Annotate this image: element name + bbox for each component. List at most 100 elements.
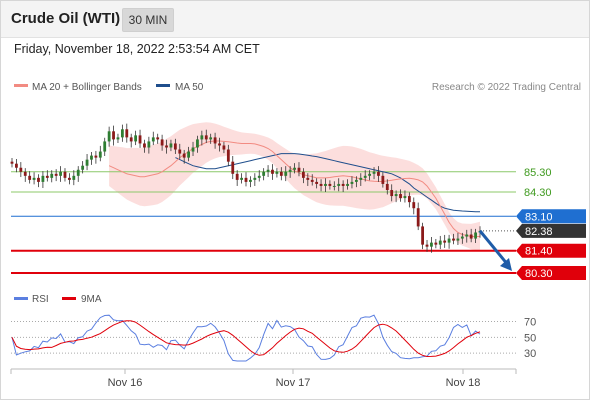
candle — [125, 123, 129, 143]
candle — [346, 179, 349, 190]
candle — [337, 178, 341, 192]
level-label-81.40: 81.40 — [525, 246, 553, 258]
rsi-ma-legend-swatch — [62, 297, 76, 300]
candle — [421, 222, 425, 250]
candle — [293, 163, 296, 174]
candle — [19, 162, 23, 178]
candle — [328, 180, 332, 190]
candle — [165, 139, 168, 154]
candle — [306, 173, 310, 186]
candle — [443, 234, 447, 248]
rsi-panel: 70 50 30 — [11, 314, 536, 362]
candle — [301, 168, 305, 184]
candle — [204, 129, 208, 144]
candle — [416, 202, 420, 231]
candle — [399, 189, 402, 202]
candle — [240, 173, 243, 184]
price-levels — [11, 171, 516, 274]
x-axis-ticks: Nov 16 Nov 17 Nov 18 — [10, 369, 517, 389]
candle — [45, 170, 49, 182]
candle — [178, 143, 182, 159]
candle — [385, 179, 389, 195]
candle — [341, 180, 345, 193]
candle — [107, 126, 111, 147]
rsi-level-label: 70 — [524, 316, 536, 328]
candle — [120, 124, 124, 142]
candle — [324, 178, 327, 193]
candle — [15, 159, 18, 173]
ma50-legend-label: MA 50 — [175, 82, 204, 93]
copyright-label: Research © 2022 Trading Central — [432, 82, 581, 93]
candle — [354, 176, 358, 188]
candle — [284, 166, 288, 182]
bollinger-band-area — [109, 122, 480, 252]
candle — [279, 167, 283, 181]
candle — [425, 239, 429, 252]
ma50-line — [175, 153, 480, 213]
candle — [54, 169, 58, 182]
candle — [196, 135, 199, 153]
bollinger-bands — [109, 122, 480, 252]
candle — [447, 234, 451, 249]
candle — [138, 129, 142, 148]
candle — [72, 170, 76, 186]
candle — [438, 235, 442, 250]
candle — [28, 171, 32, 184]
candle — [63, 168, 67, 182]
candle — [249, 176, 252, 188]
candle — [394, 190, 398, 203]
candle — [147, 136, 151, 154]
candle — [23, 168, 27, 182]
rsi-legend-swatch — [14, 297, 28, 300]
candle — [460, 232, 464, 244]
candle — [222, 141, 226, 154]
candle — [430, 236, 433, 253]
level-label-83.10: 83.10 — [525, 211, 553, 223]
candle — [231, 156, 235, 180]
x-tick-label: Nov 16 — [108, 377, 143, 389]
candle — [377, 166, 380, 182]
candle — [315, 178, 319, 189]
candle — [67, 173, 71, 185]
candle — [76, 166, 80, 182]
rsi-ma-legend-label: 9MA — [81, 294, 102, 305]
header-bar: Crude Oil (WTI) 30 MIN — [1, 1, 589, 38]
level-label-80.30: 80.30 — [525, 268, 553, 280]
candle — [288, 166, 292, 178]
candle — [94, 150, 98, 164]
candle — [469, 228, 473, 243]
candle — [253, 173, 257, 186]
candle — [200, 130, 204, 146]
candle — [151, 131, 155, 146]
candle — [359, 173, 363, 186]
candle — [112, 125, 115, 146]
candle — [271, 164, 274, 180]
candle — [350, 176, 354, 189]
level-label-82.38: 82.38 — [525, 226, 553, 238]
level-tag-80.30: 80.30 — [516, 265, 586, 280]
timeframe-button[interactable]: 30 MIN — [122, 8, 174, 32]
candle — [85, 153, 89, 171]
candle — [297, 162, 301, 177]
candle — [103, 137, 107, 156]
candle — [129, 133, 133, 148]
forecast-arrow — [478, 229, 512, 271]
candle — [213, 132, 217, 149]
rsi-level-label: 50 — [524, 332, 536, 344]
candle — [368, 170, 372, 181]
candle — [452, 233, 455, 245]
candle — [412, 197, 416, 215]
level-tag-83.10: 83.10 — [516, 209, 586, 224]
level-tag-81.40: 81.40 — [516, 243, 586, 258]
x-tick-label: Nov 17 — [276, 377, 311, 389]
candle — [218, 137, 221, 152]
candle — [257, 170, 261, 182]
candle — [169, 139, 173, 152]
candle — [275, 168, 279, 178]
rsi-ma-line — [11, 320, 481, 358]
candle — [474, 228, 477, 244]
candle — [134, 130, 138, 146]
candle — [50, 170, 54, 183]
level-tag-82.38: 82.38 — [516, 223, 586, 238]
